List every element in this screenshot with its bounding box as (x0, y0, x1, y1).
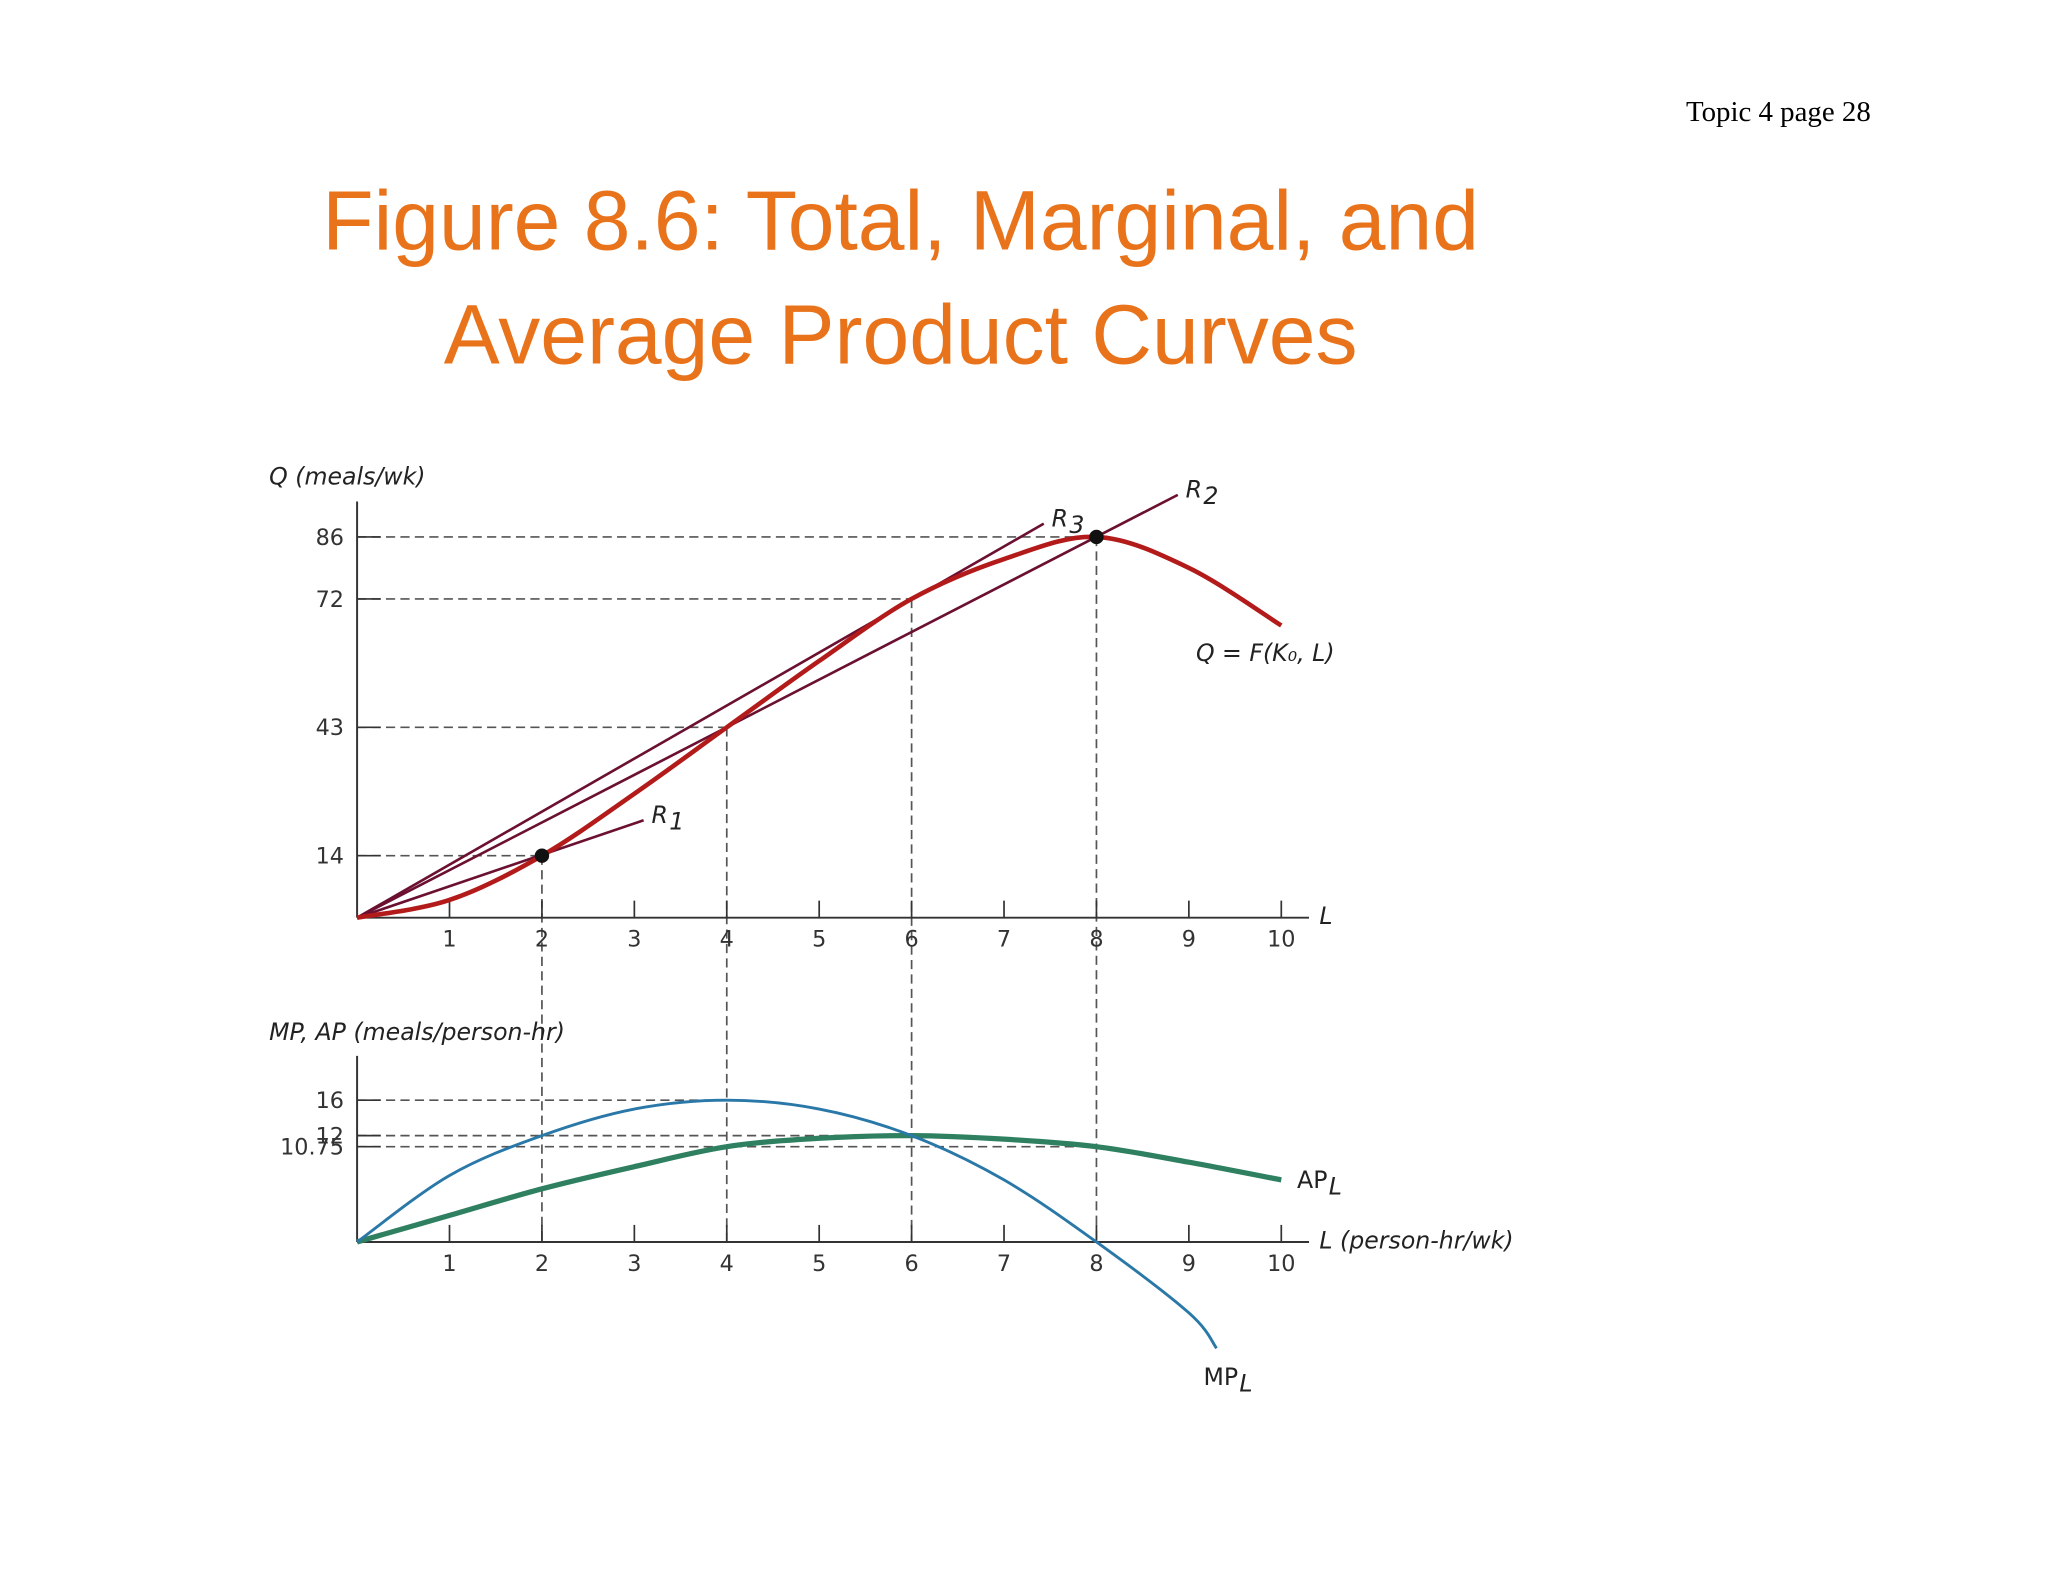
page-label: Topic 4 page 28 (1686, 96, 1871, 128)
curve (356, 1132, 1282, 1245)
x-tick-label: 5 (812, 1251, 826, 1277)
y-tick-label: 72 (316, 587, 344, 613)
x-tick-label: 9 (1182, 1251, 1196, 1277)
y-tick-label: 86 (316, 525, 344, 551)
title: Average Product Curves (444, 288, 1358, 382)
x-tick-label: 8 (1089, 927, 1103, 953)
ray (356, 819, 645, 919)
y-tick-label: 43 (316, 715, 344, 741)
point (534, 848, 550, 863)
ray-label: R (1052, 504, 1068, 532)
x-tick-label: 2 (535, 927, 549, 953)
x-tick-label: 3 (627, 1251, 641, 1277)
x-tick-label: 6 (905, 927, 919, 953)
series-label-sub: L (1329, 1172, 1342, 1200)
x-axis-title: L (person-hr/wk) (1319, 1227, 1513, 1255)
ray-label-sub: 2 (1203, 482, 1218, 510)
x-tick-label: 4 (720, 927, 734, 953)
x-tick-label: 10 (1267, 1251, 1295, 1277)
x-tick-label: 9 (1182, 927, 1196, 953)
x-tick-label: 7 (997, 1251, 1011, 1277)
x-tick-label: 3 (627, 927, 641, 953)
x-tick-label: 1 (442, 1251, 456, 1277)
x-tick-label: 1 (442, 927, 456, 953)
ray-label: R (651, 801, 667, 829)
x-tick-label: 2 (535, 1251, 549, 1277)
y-tick-label: 16 (316, 1088, 344, 1114)
ray-label-sub: 3 (1069, 511, 1084, 539)
title: Figure 8.6: Total, Marginal, and (322, 173, 1479, 267)
x-tick-label: 5 (812, 927, 826, 953)
point (1089, 529, 1104, 545)
y-axis-title: MP, AP (meals/person-hr) (269, 1018, 565, 1046)
ray-label-sub: 1 (669, 807, 684, 835)
y-axis-title: Q (meals/wk) (269, 462, 425, 490)
x-tick-label: 7 (997, 927, 1011, 953)
x-tick-label: 6 (905, 1251, 919, 1277)
curve (356, 1098, 1218, 1350)
x-tick-label: 8 (1089, 1251, 1103, 1277)
series-label: AP (1297, 1166, 1327, 1194)
y-tick-label: 14 (316, 844, 344, 870)
series-label: Q = F(K₀, L) (1196, 639, 1335, 667)
series-label: MP (1203, 1363, 1238, 1391)
series-label-sub: L (1239, 1370, 1252, 1398)
y-tick-label: 12 (316, 1123, 344, 1149)
ray (356, 493, 1179, 919)
x-axis-title: L (1319, 902, 1332, 930)
y-tick-label: 10.75 (280, 1135, 344, 1161)
x-tick-label: 4 (720, 1251, 734, 1277)
curve (356, 534, 1283, 920)
x-tick-label: 10 (1267, 927, 1295, 953)
ray-label: R (1186, 476, 1202, 504)
